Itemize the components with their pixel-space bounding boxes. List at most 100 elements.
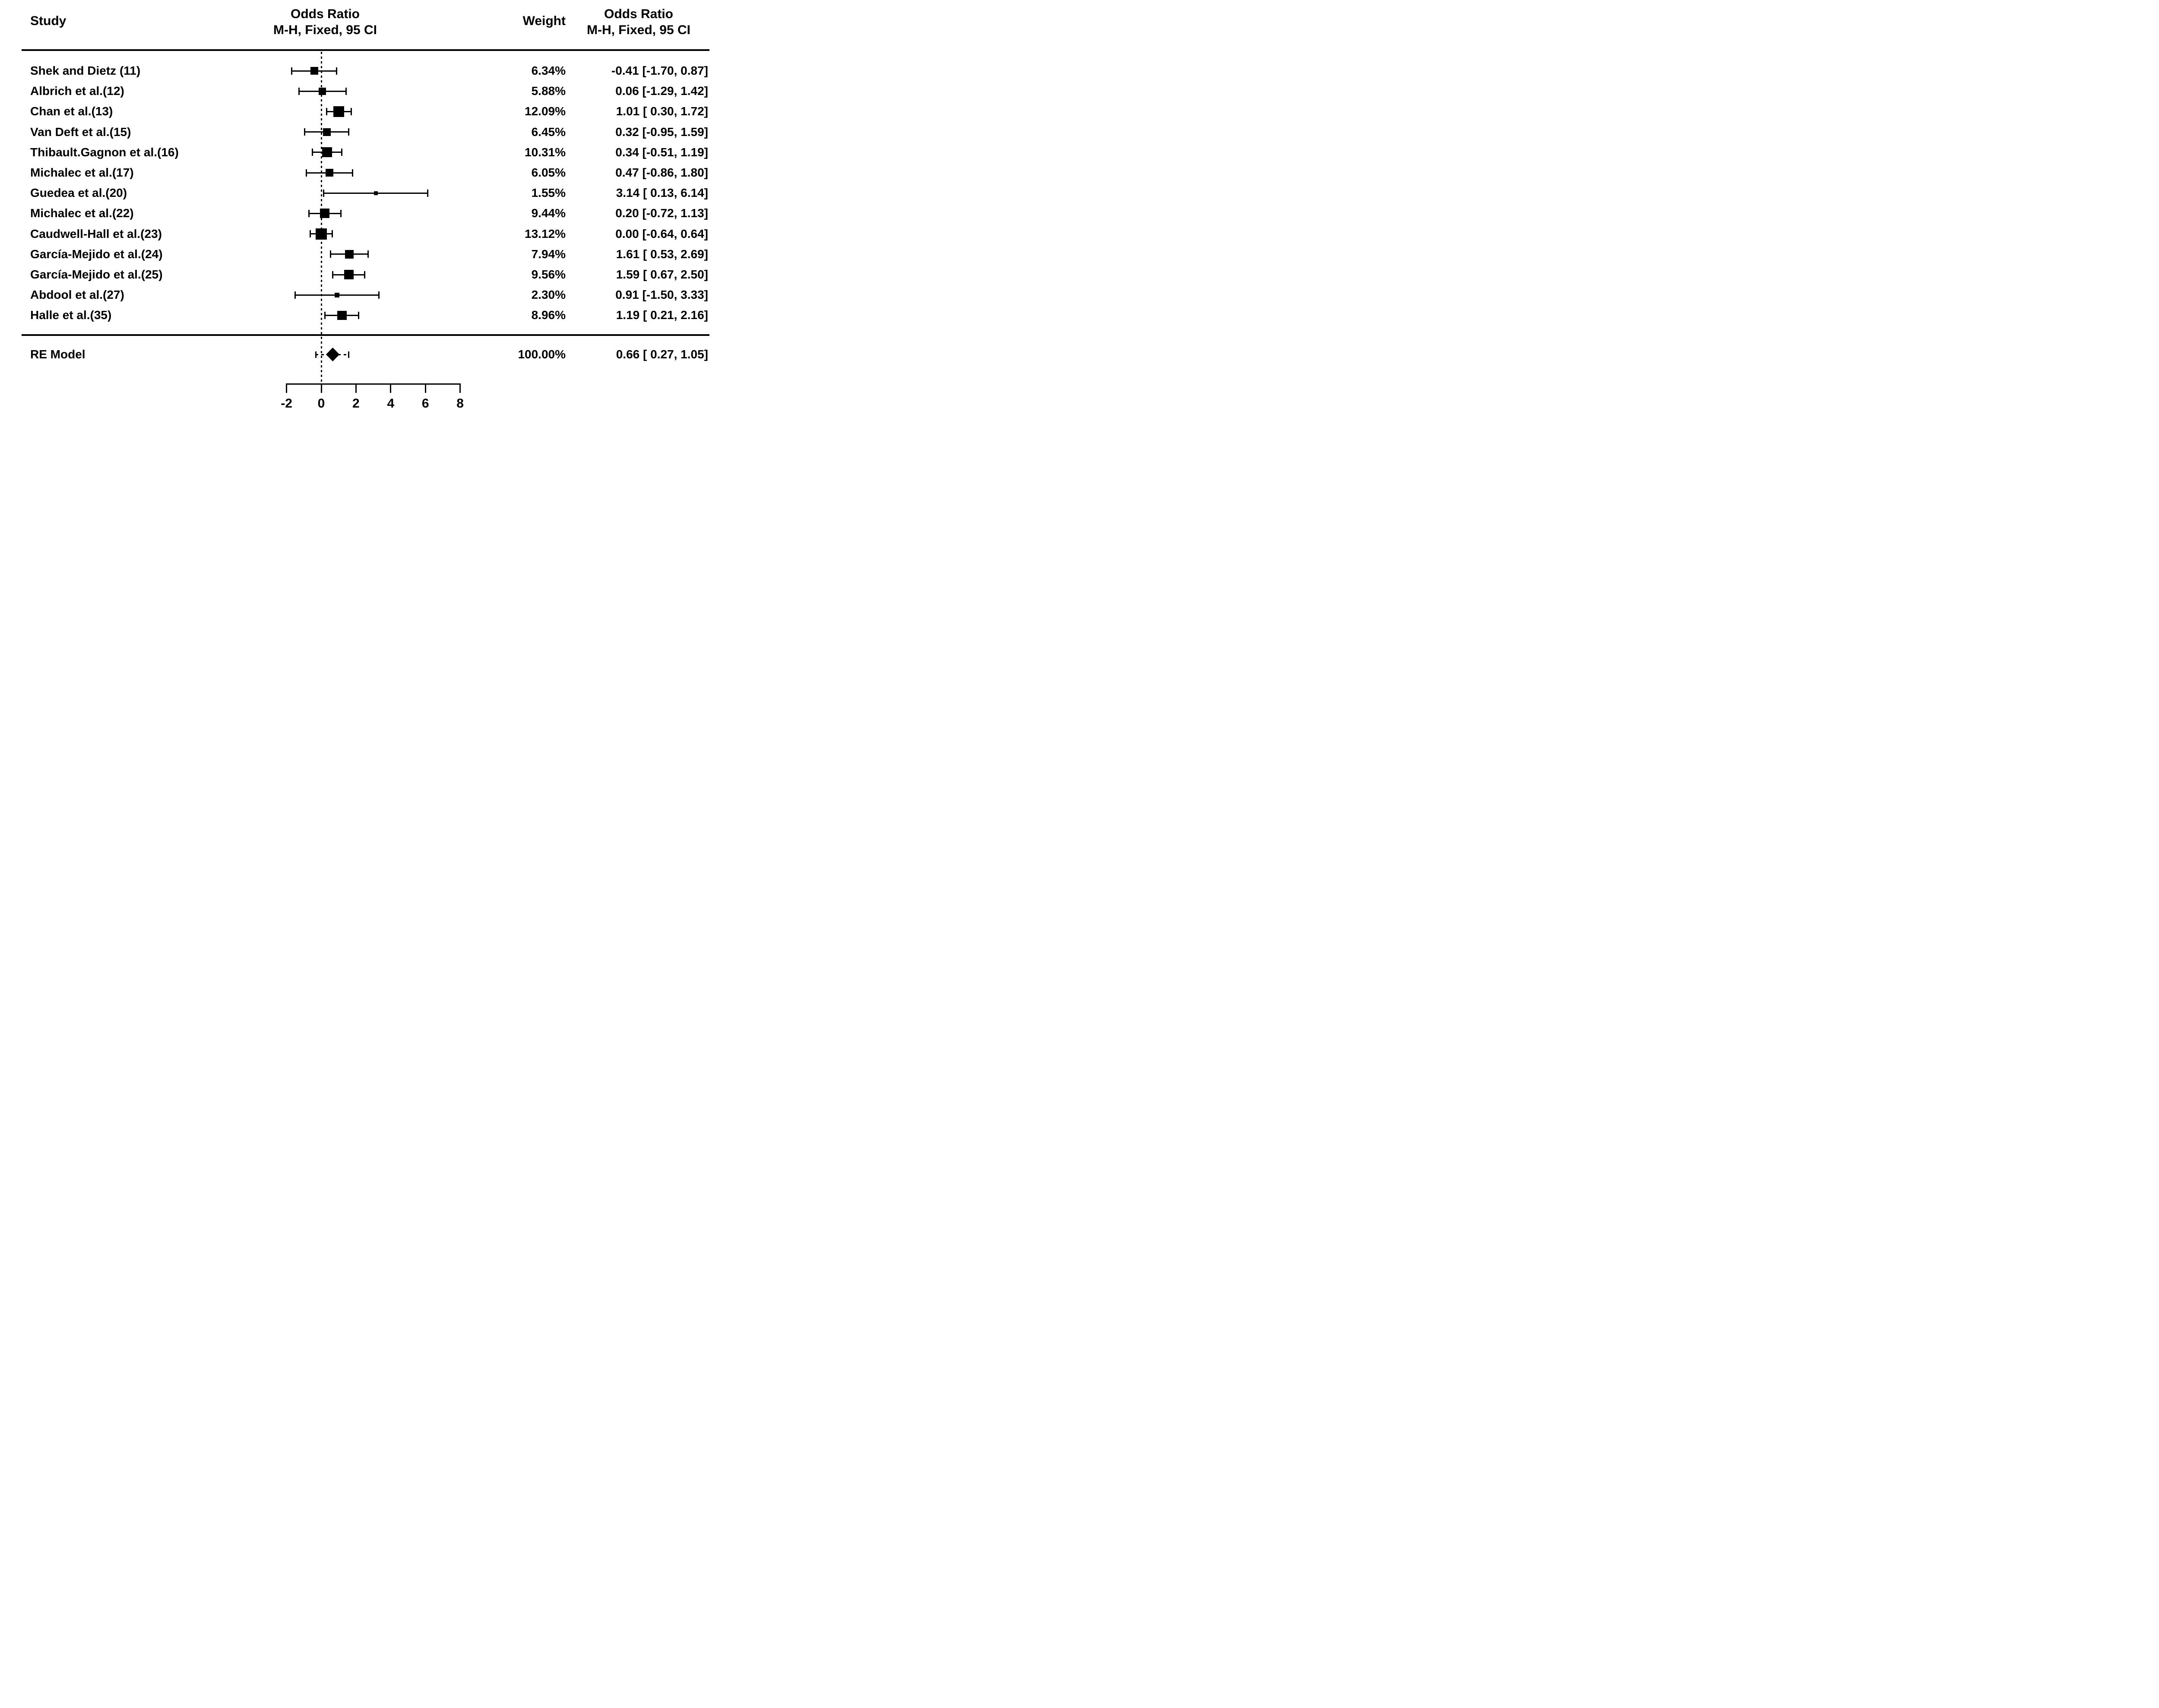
x-axis-tick-label: 0 [317,396,325,411]
effect-square-marker [320,209,330,218]
effect-square-marker [310,66,318,75]
ci-cap-left [329,250,331,258]
weight-value: 7.94% [531,247,566,261]
ci-cap-left [298,87,300,95]
plot-column-header: Odds Ratio M-H, Fixed, 95 CI [239,6,412,38]
study-label: Abdool et al.(27) [30,288,124,302]
ci-value: 0.32 [-0.95, 1.59] [615,125,708,139]
weight-value: 6.45% [531,125,566,139]
ci-value: 0.00 [-0.64, 0.64] [615,227,708,240]
study-label: Michalec et al.(22) [30,206,134,220]
ci-cap-left [312,149,313,156]
weight-value: 12.09% [525,104,566,118]
weight-value: 1.55% [531,186,566,200]
ci-cap-right [427,189,429,197]
ci-column-header-line2: M-H, Fixed, 95 CI [586,23,691,37]
weight-value: 9.44% [531,206,566,220]
study-label: Albrich et al.(12) [30,84,124,98]
ci-value: 1.61 [ 0.53, 2.69] [616,247,708,261]
forest-plot-figure: Study Odds Ratio M-H, Fixed, 95 CI Weigh… [0,0,717,427]
ci-column-header: Odds Ratio M-H, Fixed, 95 CI [574,6,703,38]
ci-cap-left [332,271,334,278]
effect-square-marker [374,191,378,195]
weight-value: 8.96% [531,308,566,322]
summary-ci-value: 0.66 [ 0.27, 1.05] [616,348,708,361]
ci-cap-right [348,128,350,136]
x-axis-line [286,383,460,385]
study-label: Van Deft et al.(15) [30,125,131,139]
ci-cap-right [345,87,347,95]
weight-value: 13.12% [525,227,566,240]
study-label: García-Mejido et al.(25) [30,268,163,281]
ci-cap-right [340,209,342,217]
summary-label: RE Model [30,348,85,361]
x-axis-tick-label: 2 [352,396,360,411]
ci-value: 3.14 [ 0.13, 6.14] [616,186,708,200]
ci-cap-left [324,311,326,319]
header-divider [22,49,709,51]
ci-cap-left [304,128,306,136]
ci-value: 0.47 [-0.86, 1.80] [615,166,708,179]
effect-square-marker [322,147,332,158]
ci-value: 0.34 [-0.51, 1.19] [615,145,708,159]
ci-cap-left [323,189,324,197]
x-axis-tick [355,383,357,393]
weight-value: 9.56% [531,268,566,281]
effect-square-marker [337,310,347,320]
x-axis-tick [459,383,461,393]
study-label: Guedea et al.(20) [30,186,127,200]
ci-value: 0.06 [-1.29, 1.42] [615,84,708,98]
study-label: Shek and Dietz (11) [30,64,141,77]
ci-cap-right [351,169,353,177]
plot-column-header-line2: M-H, Fixed, 95 CI [273,23,377,37]
ci-cap-right [332,230,333,238]
x-axis-tick-label: -2 [281,396,292,411]
study-label: Michalec et al.(17) [30,166,134,179]
ci-cap-left [305,169,307,177]
weight-column-header: Weight [522,14,566,28]
ci-cap-right [350,108,352,115]
summary-diamond-marker [326,348,340,361]
ci-cap-left [308,209,310,217]
ci-column-header-line1: Odds Ratio [604,7,673,21]
weight-value: 10.31% [525,145,566,159]
effect-square-marker [335,292,339,297]
ci-cap-right [378,291,380,299]
x-axis-tick-label: 6 [421,396,429,411]
effect-square-marker [333,106,345,117]
x-axis-tick-label: 8 [456,396,464,411]
weight-value: 2.30% [531,288,566,302]
ci-cap-right [336,67,337,75]
weight-value: 6.05% [531,166,566,179]
effect-square-marker [344,269,354,280]
ci-value: 0.20 [-0.72, 1.13] [615,206,708,220]
study-label: García-Mejido et al.(24) [30,247,163,261]
x-axis-tick-label: 4 [387,396,395,411]
prediction-interval-cap-right [348,351,350,358]
ci-cap-right [358,311,360,319]
ci-value: -0.41 [-1.70, 0.87] [611,64,708,77]
x-axis-tick [320,383,322,393]
study-label: Chan et al.(13) [30,104,113,118]
x-axis-tick [286,383,288,393]
ci-cap-right [367,250,369,258]
effect-square-marker [316,228,327,240]
prediction-interval-cap-left [315,351,317,358]
weight-value: 6.34% [531,64,566,77]
ci-cap-left [291,67,293,75]
effect-square-marker [318,87,326,95]
study-label: Caudwell-Hall et al.(23) [30,227,162,240]
ci-value: 0.91 [-1.50, 3.33] [615,288,708,302]
summary-weight-value: 100.00% [518,348,566,361]
x-axis-tick [424,383,426,393]
study-label: Halle et al.(35) [30,308,112,322]
ci-value: 1.59 [ 0.67, 2.50] [616,268,708,281]
ci-cap-right [341,149,343,156]
ci-value: 1.19 [ 0.21, 2.16] [616,308,708,322]
study-label: Thibault.Gagnon et al.(16) [30,145,179,159]
ci-cap-left [309,230,311,238]
summary-divider [22,334,709,336]
study-column-header: Study [30,14,66,28]
effect-square-marker [345,250,354,259]
effect-square-marker [326,169,333,177]
